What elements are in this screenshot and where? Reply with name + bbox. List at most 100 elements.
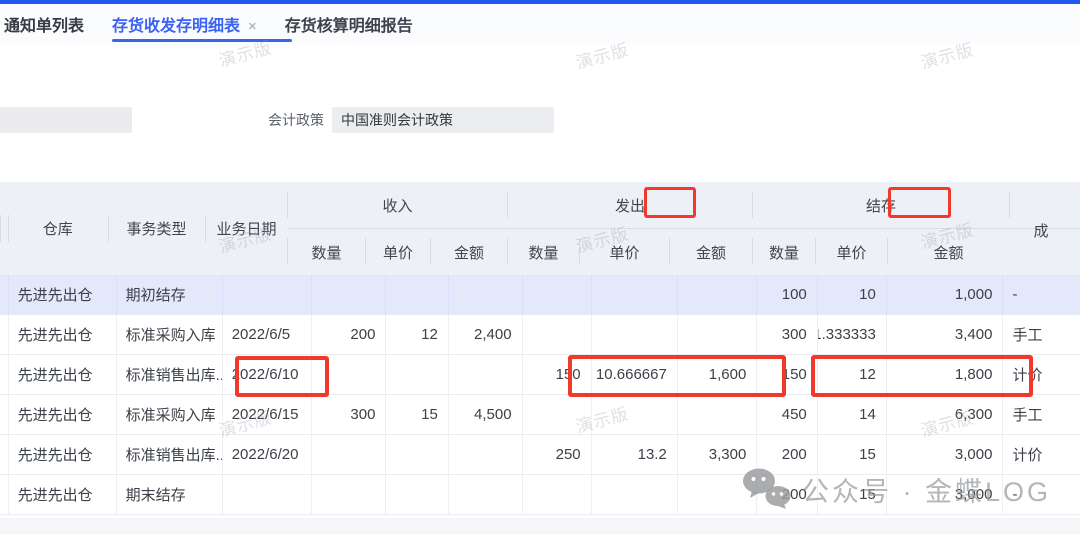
cell-bal-amount: 3,400 <box>887 315 1004 354</box>
cell-out-qty <box>523 275 592 314</box>
cell-in-price <box>386 475 449 514</box>
header-bal-amount-label: 金额 <box>933 244 964 262</box>
cell-in-price <box>386 355 449 394</box>
cell-out-qty: 250 <box>523 435 592 474</box>
cell-out-price <box>592 315 678 354</box>
header-out-amount[interactable]: 金额 <box>669 229 752 275</box>
cell-bal-amount: 6,300 <box>887 395 1004 434</box>
tab-inventory-accounting-report[interactable]: 存货核算明细报告 <box>284 18 413 35</box>
header-business-date-label: 业务日期 <box>216 221 277 238</box>
header-in-price[interactable]: 单价 <box>365 229 430 275</box>
header-in-amount[interactable]: 金额 <box>430 229 507 275</box>
cell-bal-amount: 1,000 <box>887 275 1004 314</box>
cell-bal-price: 15 <box>818 435 887 474</box>
cell-type: 期初结存 <box>117 275 223 314</box>
cell-bal-price: 11.333333 <box>818 315 887 354</box>
header-bal-qty[interactable]: 数量 <box>752 229 815 275</box>
cell-date: 2022/6/15 <box>223 395 312 434</box>
cell-bal-qty: 150 <box>757 355 818 394</box>
close-icon[interactable]: × <box>248 18 257 35</box>
cell-extra: 计价 <box>1012 447 1043 464</box>
header-in-qty[interactable]: 数量 <box>287 229 365 275</box>
cell-type: 标准采购入库 <box>117 395 223 434</box>
cell-warehouse: 先进先出仓 <box>9 355 117 394</box>
cell-warehouse: 先进先出仓 <box>9 435 117 474</box>
cell-warehouse: 先进先出仓 <box>9 275 117 314</box>
header-warehouse-label: 仓库 <box>42 221 73 238</box>
table-row[interactable]: 先进先出仓 标准采购入库 2022/6/5 200 12 2,400 300 1… <box>0 315 1080 355</box>
header-clipped-right-label: 成 <box>1033 223 1049 240</box>
header-group-in-title[interactable]: 收入 <box>287 182 507 228</box>
cell-out-price <box>592 475 678 514</box>
header-business-date[interactable]: 业务日期 <box>205 182 287 275</box>
cell-in-amount: 2,400 <box>449 315 523 354</box>
cell-in-qty <box>312 435 387 474</box>
cell-out-qty <box>523 395 592 434</box>
cell-out-price <box>592 275 678 314</box>
cell-out-amount <box>678 395 758 434</box>
cell-date: 2022/6/5 <box>223 315 312 354</box>
header-group-balance-title[interactable]: 结存 <box>752 182 1009 228</box>
cell-date <box>223 275 312 314</box>
cell-clipped <box>0 355 9 394</box>
table-row[interactable]: 先进先出仓 标准采购入库 2022/6/15 300 15 4,500 450 … <box>0 395 1080 435</box>
cell-out-amount <box>678 275 758 314</box>
cell-extra: 手工 <box>1012 407 1043 424</box>
header-in-qty-label: 数量 <box>311 244 342 262</box>
cell-type: 标准销售出库... <box>117 355 223 394</box>
browser-top-accent-bar <box>0 0 1080 4</box>
cell-clipped <box>0 395 9 434</box>
header-transaction-type[interactable]: 事务类型 <box>107 182 206 275</box>
active-tab-underline <box>112 39 292 42</box>
tab-notice-list[interactable]: 通知单列表 <box>4 18 85 35</box>
header-out-price-label: 单价 <box>609 244 640 262</box>
cell-in-price: 12 <box>386 315 449 354</box>
cell-in-amount <box>449 355 523 394</box>
cell-out-amount: 3,300 <box>678 435 758 474</box>
header-bal-price-label: 单价 <box>836 244 867 262</box>
header-transaction-type-label: 事务类型 <box>126 221 187 238</box>
cell-in-amount <box>449 435 523 474</box>
cell-in-qty <box>312 475 387 514</box>
cell-extra: - <box>1012 286 1018 303</box>
cell-out-amount <box>678 315 758 354</box>
table-row[interactable]: 先进先出仓 期初结存 100 10 1,000 - <box>0 275 1080 315</box>
cell-out-amount <box>678 475 758 514</box>
cell-clipped <box>0 435 9 474</box>
page-background-strip <box>0 518 1080 534</box>
accounting-policy-field[interactable]: 中国准则会计政策 <box>332 107 554 133</box>
header-group-out-title[interactable]: 发出 <box>507 182 752 228</box>
header-bal-qty-label: 数量 <box>768 244 799 262</box>
header-out-amount-label: 金额 <box>695 244 726 262</box>
header-out-price[interactable]: 单价 <box>579 229 669 275</box>
cell-in-price <box>386 275 449 314</box>
cell-warehouse: 先进先出仓 <box>9 315 117 354</box>
cell-bal-amount: 3,000 <box>887 475 1004 514</box>
cell-in-qty: 200 <box>312 315 387 354</box>
cell-clipped <box>0 475 9 514</box>
cell-out-amount: 1,600 <box>678 355 758 394</box>
cell-warehouse: 先进先出仓 <box>9 395 117 434</box>
cell-bal-qty: 300 <box>757 315 818 354</box>
table-row[interactable]: 先进先出仓 标准销售出库... 2022/6/20 250 13.2 3,300… <box>0 435 1080 475</box>
filter-empty-field[interactable] <box>0 107 132 133</box>
header-warehouse[interactable]: 仓库 <box>7 182 108 275</box>
header-group-in-label: 收入 <box>382 197 413 215</box>
cell-bal-qty: 100 <box>757 275 818 314</box>
header-in-price-label: 单价 <box>382 244 413 262</box>
table-row[interactable]: 先进先出仓 期末结存 200 15 3,000 - <box>0 475 1080 515</box>
header-bal-amount[interactable]: 金额 <box>887 229 1009 275</box>
cell-extra: 手工 <box>1012 327 1043 344</box>
cell-bal-qty: 200 <box>757 475 818 514</box>
cell-in-amount <box>449 475 523 514</box>
header-out-qty[interactable]: 数量 <box>507 229 579 275</box>
accounting-policy-label: 会计政策 <box>268 112 324 128</box>
table-row[interactable]: 先进先出仓 标准销售出库... 2022/6/10 150 10.666667 … <box>0 355 1080 395</box>
cell-in-price: 15 <box>386 395 449 434</box>
cell-out-qty <box>523 475 592 514</box>
header-bal-price[interactable]: 单价 <box>815 229 887 275</box>
header-group-balance: 结存 数量 单价 金额 <box>752 182 1010 275</box>
tab-inventory-inout-detail[interactable]: 存货收发存明细表 × <box>112 12 257 36</box>
cell-warehouse: 先进先出仓 <box>9 475 117 514</box>
